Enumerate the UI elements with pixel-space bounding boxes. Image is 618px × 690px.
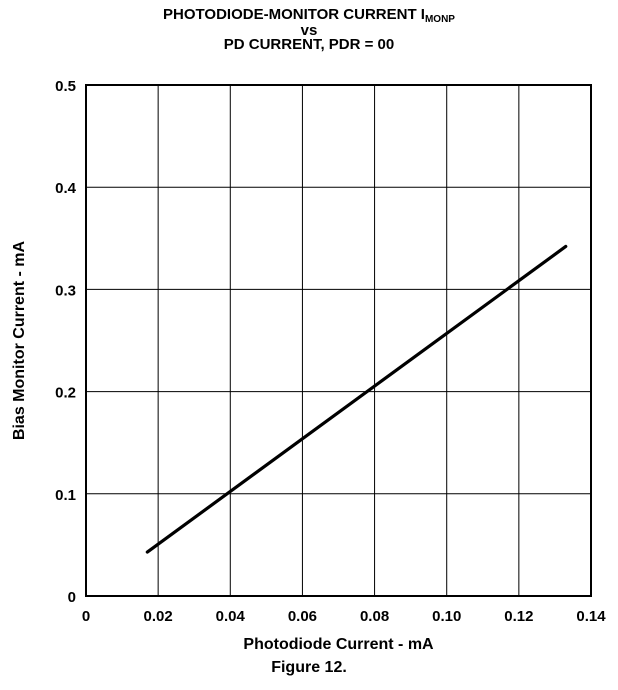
y-tick-label: 0.4 — [55, 180, 77, 197]
x-tick-label: 0.10 — [432, 608, 461, 625]
x-tick-label: 0.12 — [504, 608, 533, 625]
y-tick-label: 0 — [68, 589, 76, 606]
y-axis-label: Bias Monitor Current - mA — [11, 241, 28, 441]
x-tick-label: 0.04 — [216, 608, 246, 625]
x-tick-label: 0.06 — [288, 608, 317, 625]
x-axis-label: Photodiode Current - mA — [243, 636, 434, 653]
y-tick-label: 0.1 — [55, 487, 76, 504]
y-tick-label: 0.2 — [55, 385, 76, 402]
chart-subtitle: PD CURRENT, PDR = 00 — [223, 36, 395, 53]
y-tick-labels: 0 0.1 0.2 0.3 0.4 0.5 — [55, 78, 77, 606]
chart-title-vs: vs — [300, 22, 318, 39]
y-tick-label: 0.3 — [55, 282, 76, 299]
x-tick-label: 0.08 — [360, 608, 389, 625]
x-tick-label: 0.02 — [144, 608, 173, 625]
x-tick-label: 0 — [82, 608, 90, 625]
series-group — [145, 244, 568, 554]
chart-title: PHOTODIODE-MONITOR CURRENT IMONP — [163, 6, 455, 25]
plot-frame — [85, 84, 592, 597]
series-line — [145, 244, 568, 554]
x-tick-labels: 0 0.02 0.04 0.06 0.08 0.10 0.12 0.14 — [82, 608, 606, 625]
figure-caption: Figure 12. — [271, 659, 347, 676]
grid — [86, 85, 591, 596]
x-tick-label: 0.14 — [576, 608, 606, 625]
y-tick-label: 0.5 — [55, 78, 76, 95]
